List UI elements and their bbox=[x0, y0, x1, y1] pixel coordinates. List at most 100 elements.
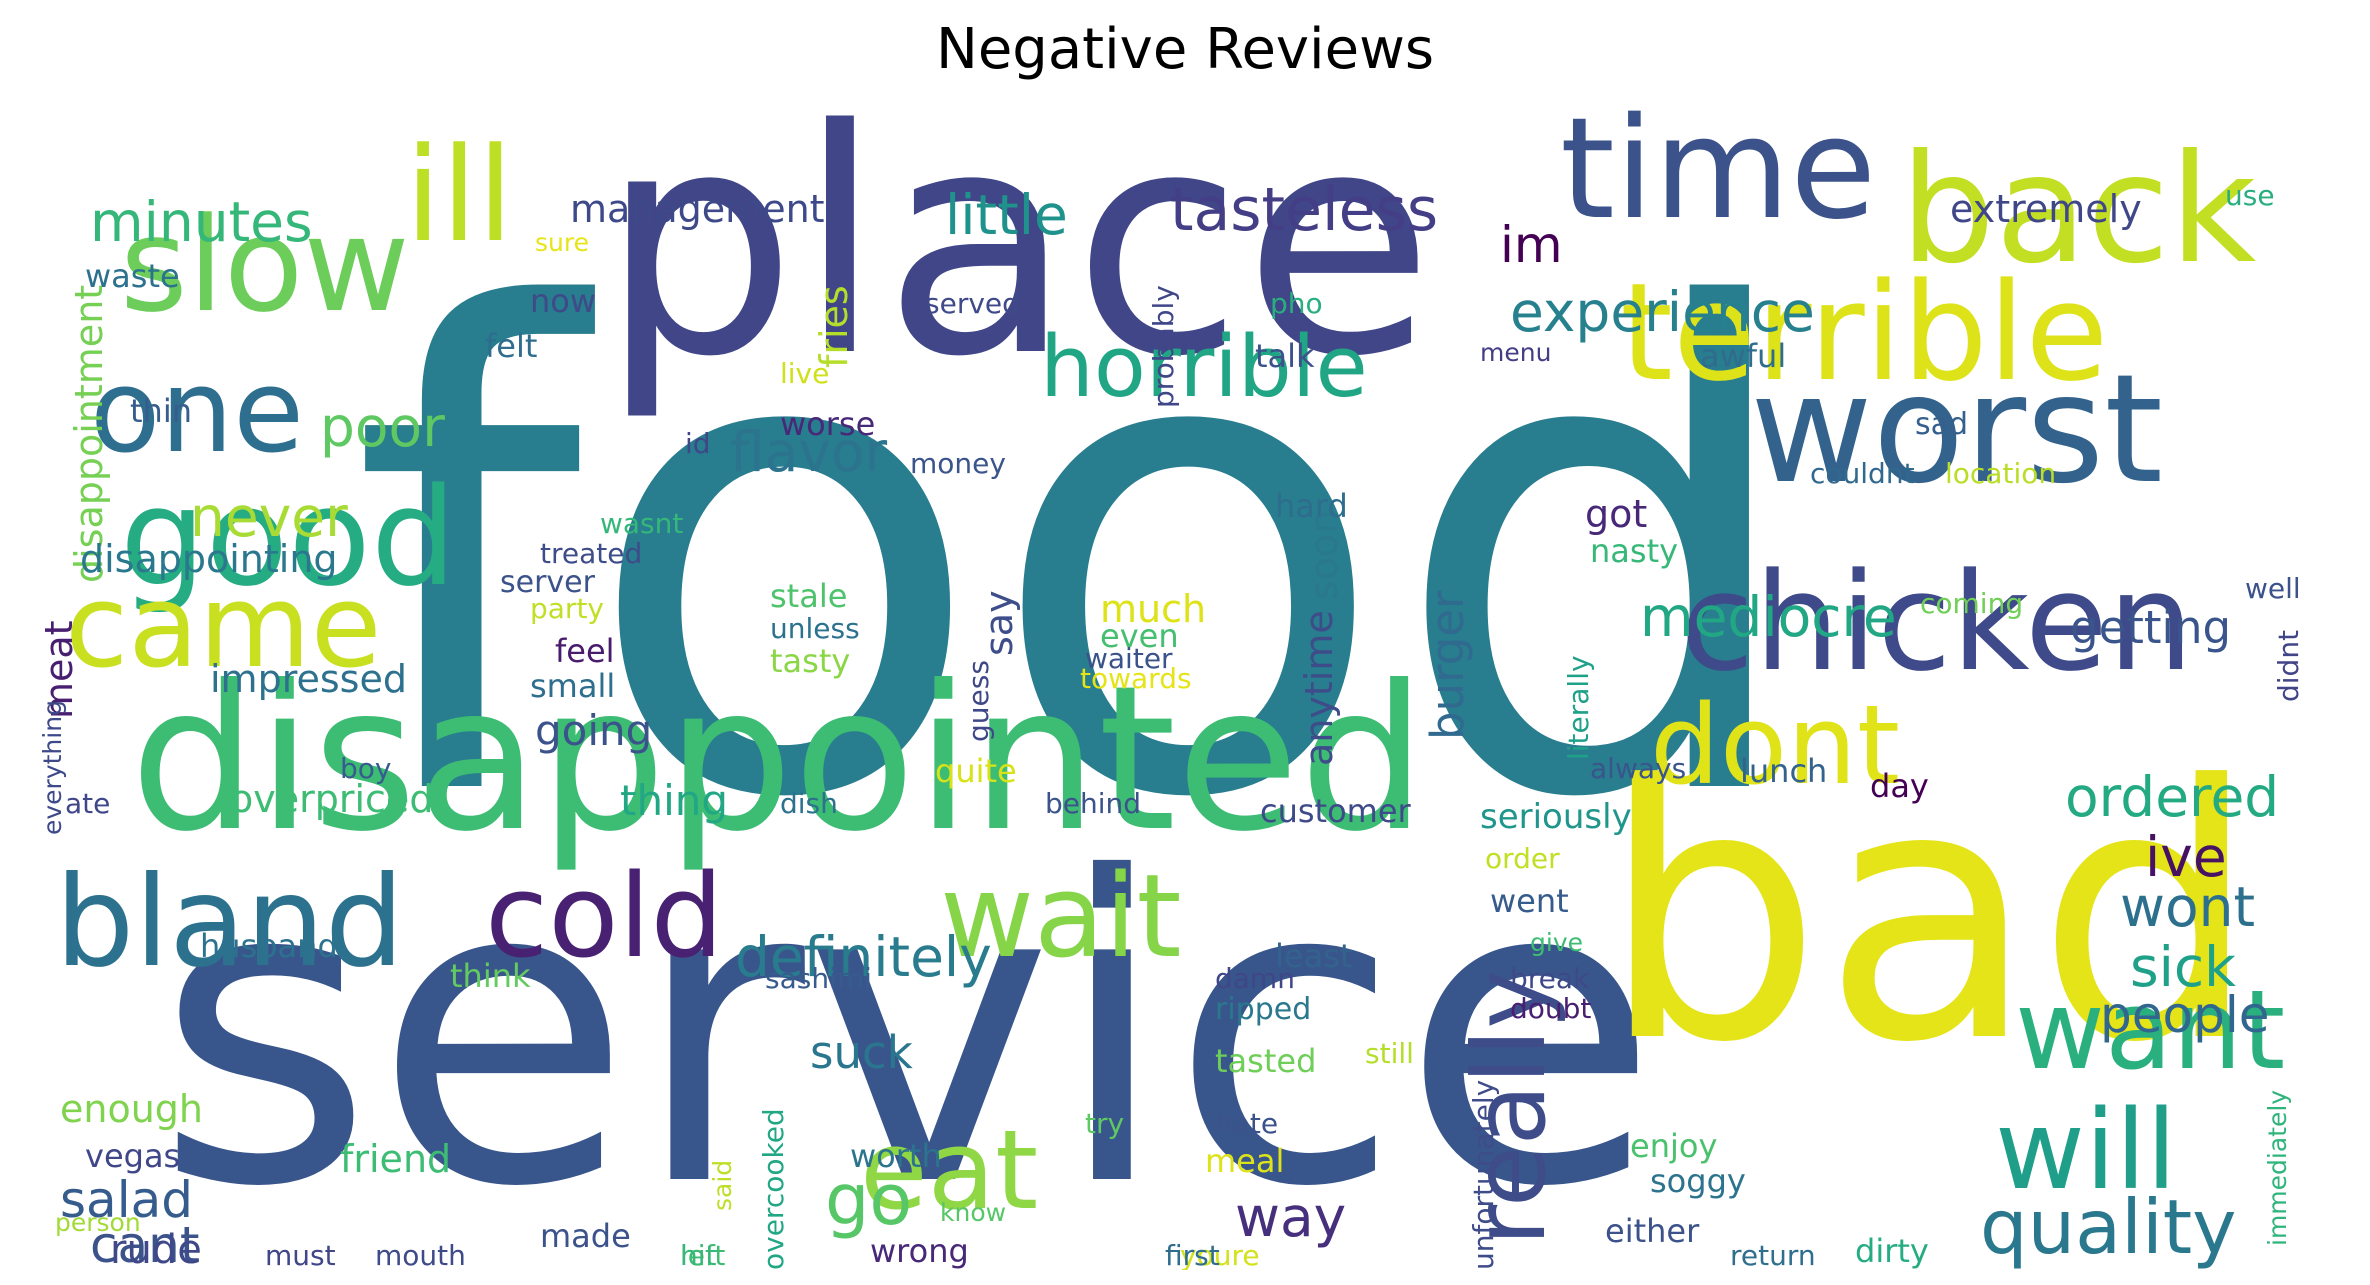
cloud-word-got: got bbox=[1585, 492, 1648, 536]
cloud-word-said: said bbox=[708, 1159, 737, 1211]
cloud-word-pho: pho bbox=[1270, 287, 1323, 320]
cloud-word-left: left bbox=[680, 1239, 726, 1270]
cloud-word-tasty: tasty bbox=[770, 642, 851, 680]
cloud-word-hard: hard bbox=[1275, 487, 1348, 525]
cloud-word-rude: rude bbox=[110, 1227, 202, 1270]
cloud-word-dirty: dirty bbox=[1855, 1232, 1929, 1270]
cloud-word-people: people bbox=[2100, 986, 2270, 1044]
cloud-word-meal: meal bbox=[1205, 1142, 1285, 1180]
cloud-word-talk: talk bbox=[1255, 337, 1315, 375]
cloud-word-youre: youre bbox=[1180, 1239, 1260, 1270]
cloud-word-came: came bbox=[65, 560, 382, 694]
cloud-word-sick: sick bbox=[2130, 935, 2237, 999]
cloud-word-tasted: tasted bbox=[1215, 1042, 1317, 1080]
cloud-word-experience: experience bbox=[1510, 280, 1815, 344]
cloud-word-tasteless: tasteless bbox=[1170, 175, 1439, 245]
cloud-word-order: order bbox=[1485, 842, 1560, 875]
cloud-word-nasty: nasty bbox=[1590, 532, 1679, 570]
cloud-word-horrible: horrible bbox=[1040, 318, 1368, 417]
cloud-word-im: im bbox=[1500, 216, 1563, 274]
cloud-word-definitely: definitely bbox=[735, 925, 992, 989]
cloud-word-coming: coming bbox=[1920, 587, 2024, 620]
cloud-word-soggy: soggy bbox=[1650, 1162, 1746, 1200]
cloud-word-ive: ive bbox=[2145, 825, 2227, 889]
cloud-word-worth: worth bbox=[850, 1137, 942, 1175]
cloud-word-waste: waste bbox=[85, 257, 180, 295]
cloud-word-day: day bbox=[1870, 767, 1929, 805]
cloud-word-food: food bbox=[350, 173, 1809, 942]
cloud-word-hate: hate bbox=[1215, 1107, 1279, 1140]
cloud-word-friend: friend bbox=[340, 1137, 452, 1181]
cloud-word-money: money bbox=[910, 447, 1006, 480]
cloud-word-towards: towards bbox=[1080, 662, 1192, 695]
cloud-word-will: will bbox=[1995, 1086, 2177, 1214]
cloud-word-wont: wont bbox=[2120, 875, 2256, 939]
cloud-word-try: try bbox=[1085, 1107, 1125, 1140]
cloud-word-went: went bbox=[1490, 882, 1569, 920]
cloud-word-cold: cold bbox=[485, 850, 724, 984]
cloud-word-mediocre: mediocre bbox=[1640, 585, 1897, 649]
cloud-word-give: give bbox=[1530, 928, 1583, 957]
cloud-word-much: much bbox=[1100, 587, 1207, 631]
cloud-word-flavor: flavor bbox=[730, 420, 888, 484]
chart-title: Negative Reviews bbox=[935, 17, 1435, 82]
cloud-word-suck: suck bbox=[810, 1026, 913, 1079]
cloud-word-overcooked: overcooked bbox=[757, 1108, 790, 1270]
cloud-word-good: good bbox=[120, 459, 457, 616]
cloud-word-either: either bbox=[1605, 1212, 1700, 1250]
cloud-word-bad: bad bbox=[1600, 711, 2259, 1119]
cloud-word-party: party bbox=[530, 592, 604, 625]
cloud-word-mouth: mouth bbox=[375, 1239, 466, 1270]
cloud-word-enough: enough bbox=[60, 1087, 204, 1131]
cloud-word-well: well bbox=[2245, 572, 2301, 605]
cloud-word-service: service bbox=[155, 790, 1660, 1270]
cloud-word-guess: guess bbox=[962, 660, 995, 742]
cloud-word-customer: customer bbox=[1260, 792, 1411, 830]
cloud-word-thing: thing bbox=[620, 776, 729, 825]
cloud-word-place: place bbox=[600, 90, 1435, 425]
cloud-word-literally: literally bbox=[1562, 655, 1595, 760]
cloud-word-think: think bbox=[450, 957, 531, 995]
word-cloud: food service place disappointed bad time back t… bbox=[40, 90, 2340, 1270]
cloud-word-menu: menu bbox=[1480, 338, 1552, 367]
cloud-word-probably: probably bbox=[1147, 285, 1180, 408]
cloud-word-small: small bbox=[530, 667, 616, 705]
cloud-word-id: id bbox=[685, 427, 711, 460]
cloud-word-location: location bbox=[1945, 457, 2057, 490]
cloud-word-served: served bbox=[925, 287, 1020, 320]
cloud-word-husband: husband bbox=[200, 927, 338, 965]
cloud-word-enjoy: enjoy bbox=[1630, 1127, 1718, 1165]
cloud-word-ordered: ordered bbox=[2065, 765, 2280, 829]
cloud-word-salad: salad bbox=[60, 1171, 193, 1229]
cloud-word-know: know bbox=[940, 1198, 1007, 1227]
cloud-word-ate: ate bbox=[65, 787, 111, 820]
cloud-word-unless: unless bbox=[770, 612, 860, 645]
cloud-word-lunch: lunch bbox=[1740, 752, 1828, 790]
cloud-word-eat: eat bbox=[860, 1106, 1039, 1234]
cloud-word-server: server bbox=[500, 565, 595, 600]
cloud-word-person: person bbox=[55, 1208, 141, 1237]
cloud-word-doubt: doubt bbox=[1510, 992, 1592, 1025]
cloud-word-felt: felt bbox=[485, 327, 538, 365]
cloud-word-bland: bland bbox=[55, 850, 405, 995]
cloud-word-now: now bbox=[530, 282, 597, 320]
cloud-word-worse: worse bbox=[780, 405, 876, 443]
cloud-word-management: management bbox=[570, 187, 825, 231]
cloud-word-least: least bbox=[1275, 937, 1353, 975]
cloud-word-unfortunately: unfortunately bbox=[1467, 1079, 1500, 1270]
cloud-word-even: even bbox=[1100, 617, 1179, 655]
cloud-word-first: first bbox=[1165, 1239, 1220, 1270]
cloud-word-didnt: didnt bbox=[2272, 629, 2305, 702]
cloud-word-live: live bbox=[780, 357, 830, 390]
cloud-word-one: one bbox=[90, 345, 304, 479]
cloud-word-disappointed: disappointed bbox=[130, 643, 1427, 876]
cloud-word-worst: worst bbox=[1750, 343, 2164, 517]
cloud-word-never: never bbox=[190, 485, 348, 549]
cloud-word-minutes: minutes bbox=[90, 190, 313, 254]
cloud-word-fries: fries bbox=[812, 285, 856, 368]
cloud-word-wasnt: wasnt bbox=[600, 507, 684, 540]
cloud-word-immediately: immediately bbox=[2263, 1089, 2292, 1246]
cloud-word-wait: wait bbox=[940, 850, 1182, 984]
cloud-word-poor: poor bbox=[320, 395, 445, 459]
cloud-word-say: say bbox=[977, 590, 1021, 656]
